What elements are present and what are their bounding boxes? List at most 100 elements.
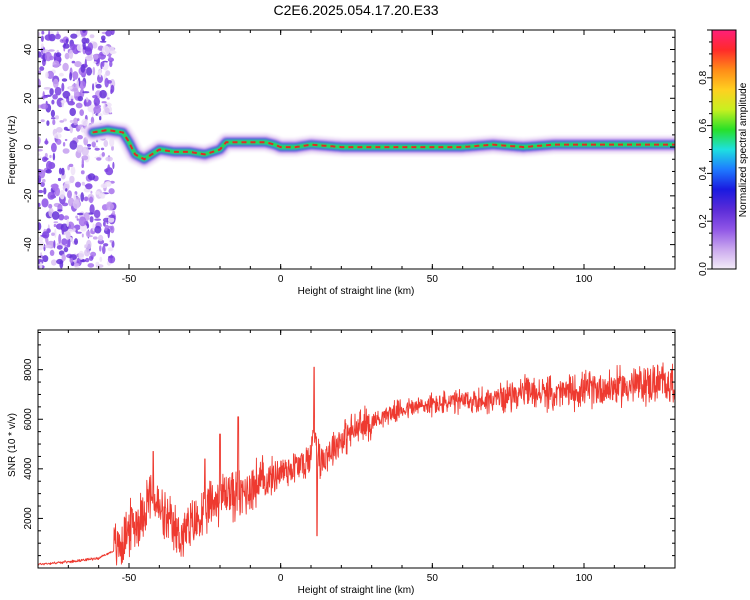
y-tick-label: 8000	[23, 358, 34, 381]
noise-speckle	[85, 230, 91, 238]
noise-speckle	[76, 218, 80, 221]
x-tick-label: -50	[122, 573, 137, 584]
noise-speckle	[41, 231, 50, 239]
noise-speckle	[52, 152, 56, 161]
noise-speckle	[87, 173, 96, 181]
noise-speckle	[62, 148, 70, 154]
noise-speckle	[92, 41, 98, 49]
noise-speckle	[61, 227, 65, 235]
noise-speckle	[99, 245, 102, 252]
noise-speckle	[98, 234, 104, 242]
colorbar-tick-label: 0.0	[698, 262, 709, 276]
noise-speckle	[39, 156, 42, 160]
noise-speckle	[84, 99, 87, 107]
x-tick-label: 0	[278, 274, 284, 285]
noise-speckle	[67, 100, 76, 106]
noise-speckle	[49, 88, 54, 96]
noise-speckle	[92, 223, 95, 232]
noise-speckle	[80, 170, 85, 175]
noise-speckle	[41, 198, 49, 208]
noise-speckle	[75, 181, 81, 188]
noise-speckle	[108, 55, 112, 62]
noise-speckle	[40, 43, 44, 49]
noise-speckle	[99, 89, 107, 99]
noise-speckle	[38, 247, 43, 251]
noise-speckle	[61, 202, 69, 207]
noise-speckle	[81, 233, 84, 238]
noise-speckle	[104, 224, 109, 229]
noise-speckle	[53, 221, 59, 224]
noise-speckle	[40, 181, 45, 187]
noise-speckle	[50, 183, 59, 189]
noise-speckle	[68, 197, 75, 207]
spectrogram-y-axis-label: Frequency (Hz)	[7, 116, 18, 185]
noise-speckle	[51, 232, 55, 236]
noise-speckle	[61, 82, 65, 92]
noise-speckle	[84, 48, 93, 56]
noise-speckle	[79, 109, 84, 116]
noise-speckle	[102, 38, 105, 42]
noise-speckle	[81, 259, 87, 263]
noise-speckle	[64, 180, 72, 185]
noise-speckle	[70, 33, 78, 39]
noise-speckle	[38, 202, 41, 207]
noise-speckle	[85, 67, 93, 76]
noise-speckle	[61, 100, 65, 108]
noise-speckle	[93, 105, 102, 114]
noise-speckle	[108, 188, 115, 195]
noise-speckle	[104, 107, 110, 114]
noise-speckle	[107, 216, 115, 223]
noise-speckle	[101, 45, 110, 56]
snr-plot-area	[38, 362, 675, 566]
noise-speckle	[64, 138, 68, 142]
noise-speckle	[95, 191, 101, 195]
y-tick-label: 4000	[23, 457, 34, 480]
noise-speckle	[83, 196, 89, 201]
noise-speckle	[80, 126, 85, 133]
noise-speckle	[109, 46, 115, 55]
noise-speckle	[76, 30, 81, 37]
noise-speckle	[68, 95, 76, 99]
noise-speckle	[62, 43, 70, 49]
noise-speckle	[81, 155, 89, 161]
noise-speckle	[40, 119, 45, 123]
noise-speckle	[82, 30, 86, 33]
noise-speckle	[61, 167, 65, 176]
noise-speckle	[65, 231, 71, 240]
noise-speckle	[38, 153, 41, 156]
noise-speckle	[61, 238, 68, 246]
noise-speckle	[99, 69, 102, 78]
noise-speckle	[54, 228, 57, 238]
noise-speckle	[92, 236, 98, 240]
noise-speckle	[102, 245, 106, 255]
noise-speckle	[55, 33, 61, 40]
snr-panel: -50 0 50 100 2000 4000 6000 8000 Height of stra…	[7, 329, 676, 596]
y-tick-label: -20	[23, 188, 34, 203]
noise-speckle	[46, 160, 53, 171]
noise-speckle	[53, 223, 57, 228]
noise-speckle	[73, 224, 81, 231]
noise-speckle	[51, 99, 55, 105]
noise-speckle	[44, 244, 52, 249]
noise-speckle	[46, 120, 50, 126]
noise-speckle	[72, 71, 79, 80]
noise-speckle	[98, 192, 106, 198]
noise-speckle	[80, 64, 86, 73]
x-tick-label: 50	[427, 573, 439, 584]
noise-speckle	[84, 184, 91, 188]
noise-speckle	[74, 238, 78, 245]
noise-speckle	[110, 88, 113, 95]
x-tick-label: 100	[576, 274, 593, 285]
noise-speckle	[104, 181, 112, 187]
noise-speckle	[99, 256, 103, 262]
noise-speckle	[95, 83, 102, 89]
noise-speckle	[63, 215, 70, 220]
noise-speckle	[55, 115, 59, 120]
noise-speckle	[93, 97, 101, 106]
noise-speckle	[53, 240, 56, 249]
noise-speckle	[89, 204, 95, 215]
noise-speckle	[105, 30, 112, 37]
snr-y-axis-label: SNR (10 * v/v)	[7, 413, 18, 477]
noise-speckle	[93, 209, 101, 219]
